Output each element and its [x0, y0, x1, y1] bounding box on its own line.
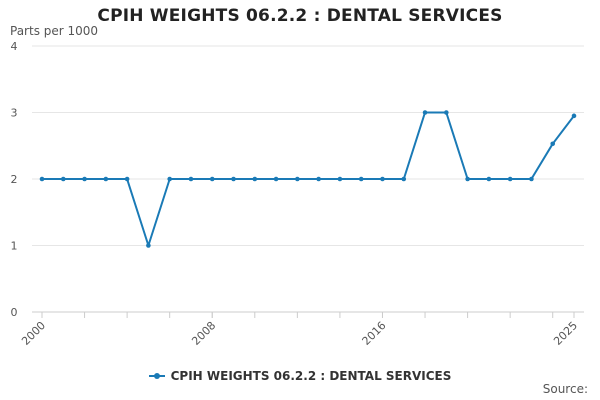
data-point — [103, 176, 109, 182]
data-point — [39, 176, 45, 182]
data-point — [422, 110, 428, 115]
y-axis-label: Parts per 1000 — [10, 24, 99, 38]
legend[interactable]: CPIH WEIGHTS 06.2.2 : DENTAL SERVICES — [0, 366, 600, 383]
data-point — [380, 176, 385, 182]
data-point — [124, 176, 130, 182]
data-point — [209, 176, 215, 182]
data-point — [167, 176, 172, 182]
data-point — [444, 110, 449, 115]
series-line — [42, 111, 575, 247]
y-tick-label: 3 — [11, 107, 18, 120]
data-point — [146, 243, 151, 248]
data-point — [252, 176, 258, 182]
data-point — [465, 176, 470, 182]
data-point — [188, 176, 194, 182]
data-point — [337, 176, 343, 182]
data-point — [82, 176, 87, 182]
data-point — [295, 176, 300, 182]
series-layer — [39, 110, 577, 248]
data-point — [60, 176, 66, 182]
data-point — [231, 176, 236, 182]
y-tick-label: 2 — [11, 173, 18, 186]
x-tick-labels: 2000 2008 2016 2025 — [19, 319, 580, 348]
y-tick-label: 0 — [11, 306, 18, 319]
legend-label: CPIH WEIGHTS 06.2.2 : DENTAL SERVICES — [170, 369, 452, 383]
x-tick-label: 2008 — [189, 319, 218, 348]
data-point — [486, 176, 492, 182]
x-tick-label: 2025 — [551, 319, 580, 348]
chart-title: CPIH WEIGHTS 06.2.2 : DENTAL SERVICES — [97, 6, 503, 26]
data-point — [571, 113, 577, 119]
data-point — [401, 176, 407, 182]
data-point — [529, 176, 534, 182]
data-point — [550, 141, 556, 147]
axes — [32, 311, 584, 318]
x-tick-label: 2016 — [360, 319, 389, 348]
y-tick-label: 1 — [11, 240, 18, 253]
source-label: Source: — [542, 382, 588, 396]
data-point — [507, 176, 513, 182]
data-point — [273, 176, 279, 182]
legend-item[interactable]: CPIH WEIGHTS 06.2.2 : DENTAL SERVICES — [148, 369, 452, 383]
x-tick-label: 2000 — [19, 319, 48, 348]
legend-line-marker-icon — [148, 373, 165, 379]
data-point — [358, 176, 364, 182]
data-point — [316, 176, 321, 182]
y-tick-labels: 0 1 2 3 4 — [11, 40, 18, 319]
y-tick-label: 4 — [11, 40, 18, 53]
